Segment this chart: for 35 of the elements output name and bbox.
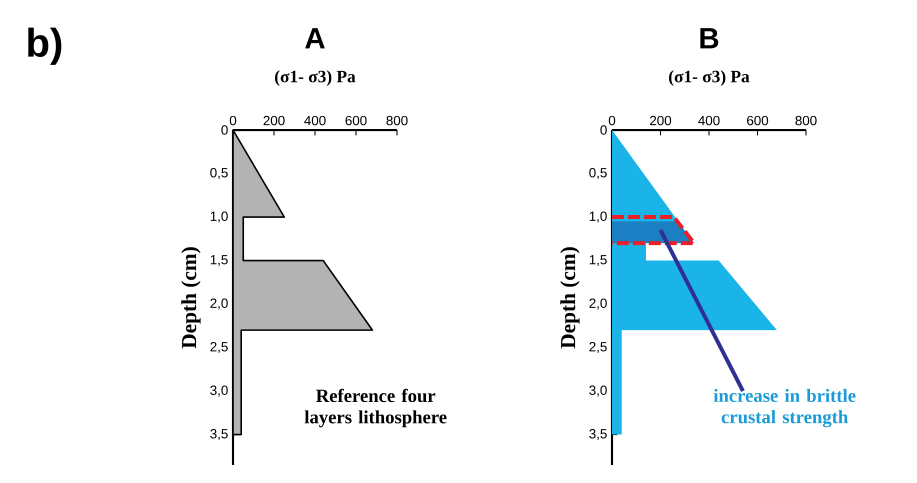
y-tick-label: 2,0 [210, 298, 228, 310]
text: b) [28, 28, 62, 65]
x-tick-label: 0 [608, 116, 616, 126]
chart-title: A [305, 28, 325, 48]
y-axis-title: Depth (cm) [560, 247, 580, 348]
y-axis-title: Depth (cm) [181, 247, 201, 348]
y-tick-label: 3,5 [589, 429, 607, 440]
y-tick-label: 0 [600, 125, 607, 135]
x-tick-label: 400 [304, 116, 326, 126]
y-tick-label: 1,5 [210, 255, 228, 266]
x-tick-label: 400 [698, 116, 720, 126]
y-tick-label: 3,5 [210, 429, 228, 440]
y-tick-label: 3,0 [589, 386, 607, 397]
y-tick-label: 1,0 [590, 212, 607, 223]
y-tick-label: 0 [221, 125, 228, 135]
y-tick-label: 2,5 [589, 342, 607, 354]
x-tick-label: 200 [650, 116, 672, 126]
annotation: Reference four layers lithosphere [304, 388, 447, 428]
annotation: increase in brittle crustal strength [714, 388, 856, 428]
y-tick-label: 2,0 [589, 298, 607, 310]
x-tick-label: 800 [795, 116, 817, 126]
x-axis-title: (σ1- σ3) Pa [275, 70, 356, 86]
x-tick-label: 0 [230, 116, 236, 126]
y-tick-label: 1,5 [590, 255, 607, 266]
x-tick-label: 600 [747, 116, 768, 126]
y-tick-label: 3,0 [210, 386, 228, 397]
x-tick-label: 200 [264, 116, 285, 126]
chart-title: B [700, 28, 718, 48]
x-axis-title: (σ1- σ3) Pa [669, 70, 750, 86]
y-tick-label: 2,5 [210, 342, 228, 354]
x-tick-label: 800 [386, 116, 408, 126]
y-tick-label: 0,5 [210, 168, 228, 180]
y-tick-label: 0,5 [589, 168, 607, 180]
y-tick-label: 1,0 [210, 212, 228, 223]
x-tick-label: 600 [346, 116, 367, 126]
